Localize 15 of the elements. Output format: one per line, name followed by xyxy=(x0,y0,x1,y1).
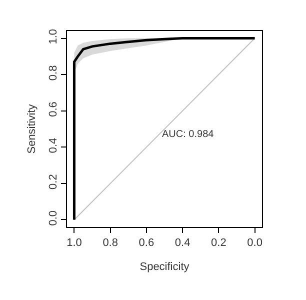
x-axis-title: Specificity xyxy=(140,261,190,273)
annotation: AUC: 0.984 xyxy=(162,129,214,140)
x-tick-label: 0.0 xyxy=(247,237,262,250)
y-tick-label: 0.4 xyxy=(48,138,60,154)
x-tick-label: 1.0 xyxy=(66,237,82,250)
x-tick-label: 0.8 xyxy=(102,237,118,250)
y-axis-title: Sensitivity xyxy=(26,104,38,154)
x-tick-label: 0.2 xyxy=(211,237,226,250)
x-tick-label: 0.4 xyxy=(174,237,190,250)
y-tick-label: 0.2 xyxy=(48,174,60,190)
y-tick-label: 0.0 xyxy=(48,210,60,226)
y-tick-label: 0.8 xyxy=(48,65,60,81)
x-tick-label: 0.6 xyxy=(138,237,154,250)
y-tick-label: 1.0 xyxy=(48,28,60,44)
y-tick-label: 0.6 xyxy=(48,102,60,117)
